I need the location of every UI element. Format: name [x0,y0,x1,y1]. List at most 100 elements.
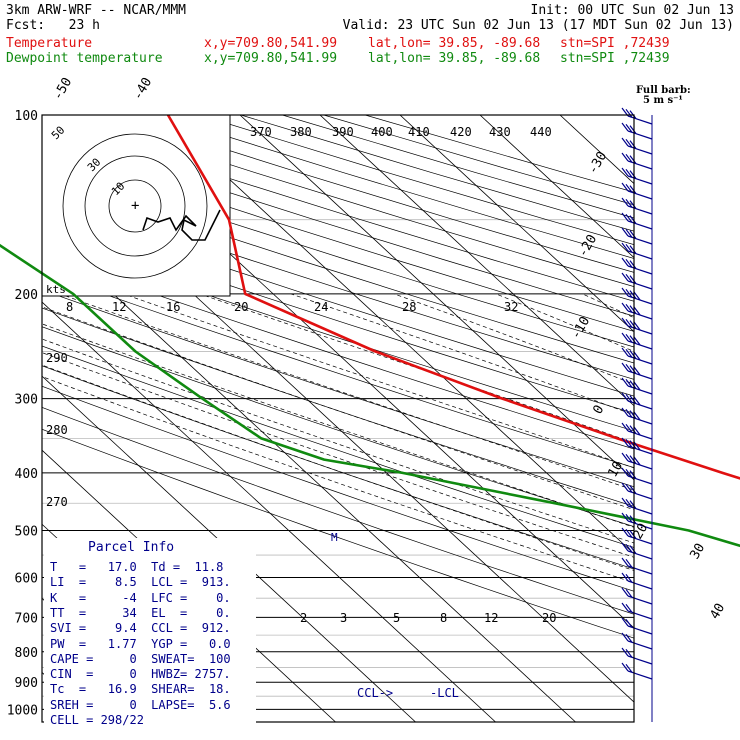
parcel-row: Tc = 16.9 SHEAR= 18. [50,682,231,697]
temperature-latlon: lat,lon= 39.85, -89.68 [368,36,541,51]
parcel-row: CELL = 298/22 [50,713,144,727]
wind-barb [621,617,653,635]
dry-adiabat [42,221,634,414]
dry-adiabat-label: 290 [46,351,68,365]
parcel-row: T = 17.0 Td = 11.8 [50,560,224,574]
dry-adiabat [323,115,634,206]
forecast-hour: Fcst: 23 h [6,18,100,33]
isotherm [640,115,740,722]
speed-label: 28 [402,300,416,314]
dry-adiabat [42,189,634,380]
dry-adiabat [42,237,634,432]
mixing-ratio-label: 8 [440,611,447,625]
parcel-row: K = -4 LFC = 0. [50,590,231,605]
dewpoint-latlon: lat,lon= 39.85, -89.68 [368,51,541,66]
wind-barb [621,497,653,515]
parcel-row: CAPE = 0 SWEAT= 100 [50,651,231,666]
moist-adiabat [199,293,634,444]
pressure-tick-label: 600 [15,572,38,587]
wind-barb [621,152,653,170]
lcl-marker: -LCL [430,686,459,700]
wind-barb [621,227,653,245]
parcel-info-box: Parcel Info T = 17.0 Td = 11.8 LI = 8.5 L… [44,538,256,728]
dry-adiabat [240,115,634,232]
moist-adiabat [582,293,634,319]
theta-label: 380 [290,125,312,139]
isotherm-label: 0 [590,403,607,417]
dewpoint-station: stn=SPI ,72439 [560,51,670,66]
wind-barbs [621,107,653,722]
parcel-row: SREH = 0 LAPSE= 5.6 [50,697,231,712]
isotherm-label: -30 [585,149,610,177]
dry-adiabat [282,115,634,219]
wind-barb [621,272,653,290]
wind-barb [621,332,653,350]
m-marker: M [331,531,338,544]
isotherm [42,227,576,722]
wind-barb [621,197,653,215]
barb-units: 5 m s⁻¹ [643,95,683,106]
wind-barb [621,587,653,605]
wind-barb [621,182,653,200]
isotherm-label: -20 [575,232,600,260]
mixing-ratio-label: 12 [484,611,498,625]
series-layer [0,114,740,548]
dry-adiabat [42,428,634,639]
wind-barb [621,557,653,575]
parcel-row: SVI = 9.4 CCL = 912. [50,621,231,636]
hodograph-unit: kts [46,283,66,296]
temperature-line [166,114,740,480]
isotherm-label: 40 [707,601,728,622]
parcel-row: TT = 34 EL = 0. [50,605,231,620]
isotherm [239,115,634,481]
dry-adiabat-label: 280 [46,423,68,437]
isotherm [720,115,740,722]
parcel-row: LI = 8.5 LCL = 913. [50,575,231,590]
wind-barb [621,302,653,320]
hodograph-box [41,114,231,297]
wind-barb [621,647,653,665]
parcel-row: PW = 1.77 YGP = 0.0 [50,636,231,651]
hodograph-ring [62,133,208,279]
dry-adiabat [42,307,634,507]
wind-barb [621,422,653,440]
wind-barb [621,407,653,425]
wind-barb [621,452,653,470]
wind-barb [621,137,653,155]
pressure-tick-label: 100 [15,109,38,124]
hodograph-trace [142,209,221,241]
wind-barb [621,602,653,620]
dry-adiabat [42,205,634,397]
wind-barb [621,107,653,125]
pressure-tick-label: 900 [15,676,38,691]
wind-barb [621,542,653,560]
isotherm [559,115,634,185]
isotherm-label: -40 [130,75,155,103]
dry-adiabat [42,326,634,527]
wind-barb [621,512,653,530]
isotherm [399,115,634,333]
plot-border [41,114,635,723]
pressure-tick-label: 700 [15,611,38,626]
mixing-ratio-label: 5 [393,611,400,625]
valid-time: Valid: 23 UTC Sun 02 Jun 13 (17 MDT Sun … [342,18,734,33]
temperature-xy: x,y=709.80,541.99 [204,36,338,51]
moist-adiabat [42,323,634,528]
wind-barb [621,467,653,485]
theta-label: 400 [371,125,393,139]
label-layer: 1002003004005006007008009001000-80-70-60… [7,75,728,723]
isotherm-label: -50 [50,75,75,103]
wind-barb [621,572,653,590]
dewpoint-xy: x,y=709.80,541.99 [204,51,338,66]
wind-barb [621,527,653,545]
barb-title: Full barb: [636,85,691,96]
theta-label: 440 [530,125,552,139]
isotherm-label: 10 [605,459,626,480]
wind-barb [621,122,653,140]
wind-barb [621,317,653,335]
dry-adiabat-label: 270 [46,495,68,509]
ccl-marker: CCL-> [357,686,393,700]
hodograph-ring [84,155,186,257]
wind-barb [621,347,653,365]
